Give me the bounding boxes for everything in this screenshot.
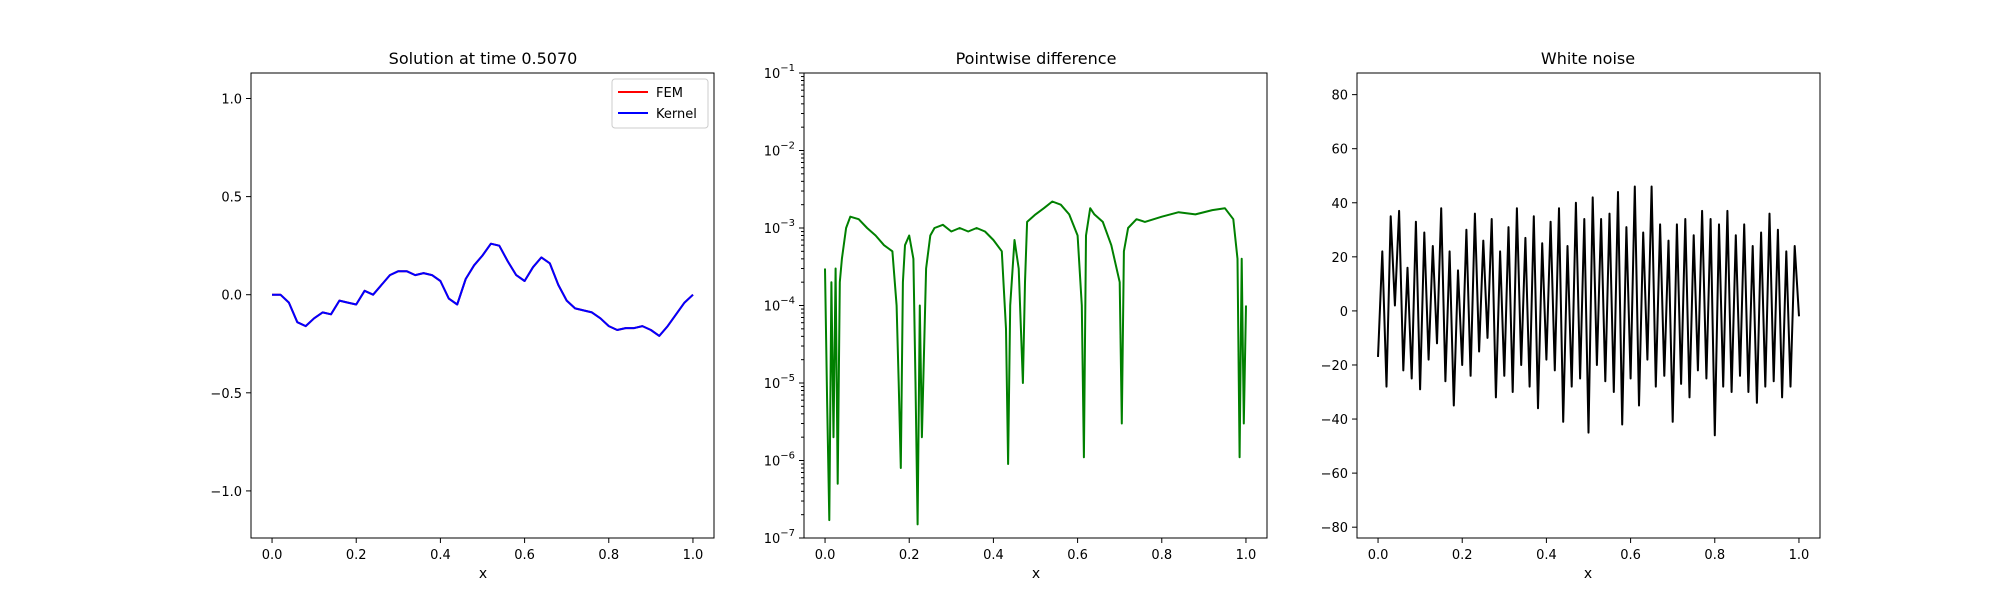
series-line	[824, 200, 1247, 526]
y-tick-label: 20	[1331, 251, 1348, 266]
legend-label-kernel: Kernel	[656, 107, 697, 122]
y-tick-label: 10−1	[764, 63, 795, 82]
x-tick-label: 0.6	[1620, 548, 1641, 563]
x-tick-label: 0.2	[1452, 548, 1473, 563]
x-tick-label: 0.8	[1151, 548, 1172, 563]
y-tick-label: 40	[1331, 197, 1348, 212]
y-tick-label: 1.0	[221, 93, 242, 108]
y-tick-label: 0.0	[221, 289, 242, 304]
chart-white-noise: White noise 0.0 0.2 0.4 0.6 0.8 1.0 −80 −60 −40 −…	[1321, 49, 1821, 582]
x-tick-label: 0.4	[430, 548, 451, 563]
x-tick-label: 0.4	[983, 548, 1004, 563]
x-tick-label: 0.8	[1704, 548, 1725, 563]
legend-label-fem: FEM	[656, 86, 683, 101]
x-tick-label: 1.0	[683, 548, 704, 563]
y-tick-label: 10−3	[764, 218, 795, 237]
x-tick-label: 0.0	[262, 548, 283, 563]
x-axis-label: x	[1032, 566, 1040, 582]
chart-title: Solution at time 0.5070	[389, 49, 578, 68]
y-tick-label: 0.5	[221, 191, 242, 206]
chart-title: White noise	[1541, 49, 1635, 68]
x-tick-label: 0.2	[346, 548, 367, 563]
x-tick-label: 0.0	[815, 548, 836, 563]
x-axis-label: x	[1584, 566, 1592, 582]
legend: FEM Kernel	[611, 78, 709, 129]
series-line-kernel	[272, 242, 694, 337]
chart-pointwise-difference: Pointwise difference 0.0 0.2 0.4 0.6 0.8 1.0 1…	[764, 49, 1268, 582]
axes-frame	[250, 72, 715, 539]
y-tick-label: 10−5	[764, 373, 795, 392]
x-tick-label: 0.2	[899, 548, 920, 563]
y-tick-label: −0.5	[210, 387, 242, 402]
series-line	[1377, 185, 1800, 437]
axes-frame	[1356, 72, 1821, 539]
y-tick-label: 10−6	[764, 451, 795, 470]
y-tick-label: −20	[1321, 359, 1348, 374]
x-tick-label: 0.6	[1067, 548, 1088, 563]
chart-title: Pointwise difference	[956, 49, 1117, 68]
y-tick-label: 10−4	[764, 296, 795, 315]
y-tick-label: 60	[1331, 143, 1348, 158]
x-tick-label: 0.8	[598, 548, 619, 563]
y-tick-label: −40	[1321, 413, 1348, 428]
chart-solution: Solution at time 0.5070 0.0 0.2 0.4 0.6 0.8 1…	[210, 49, 715, 582]
y-tick-label: 80	[1331, 89, 1348, 104]
x-tick-label: 0.4	[1536, 548, 1557, 563]
y-tick-label: 10−7	[764, 528, 795, 547]
x-tick-label: 1.0	[1789, 548, 1810, 563]
y-tick-label: 0	[1340, 305, 1348, 320]
x-tick-label: 0.6	[514, 548, 535, 563]
y-tick-label: −80	[1321, 521, 1348, 536]
x-tick-label: 0.0	[1368, 548, 1389, 563]
x-tick-label: 1.0	[1236, 548, 1257, 563]
y-tick-label: −1.0	[210, 485, 242, 500]
x-axis-label: x	[479, 566, 487, 582]
y-tick-label: −60	[1321, 467, 1348, 482]
y-tick-label: 10−2	[764, 141, 795, 160]
axes-frame	[803, 72, 1268, 539]
